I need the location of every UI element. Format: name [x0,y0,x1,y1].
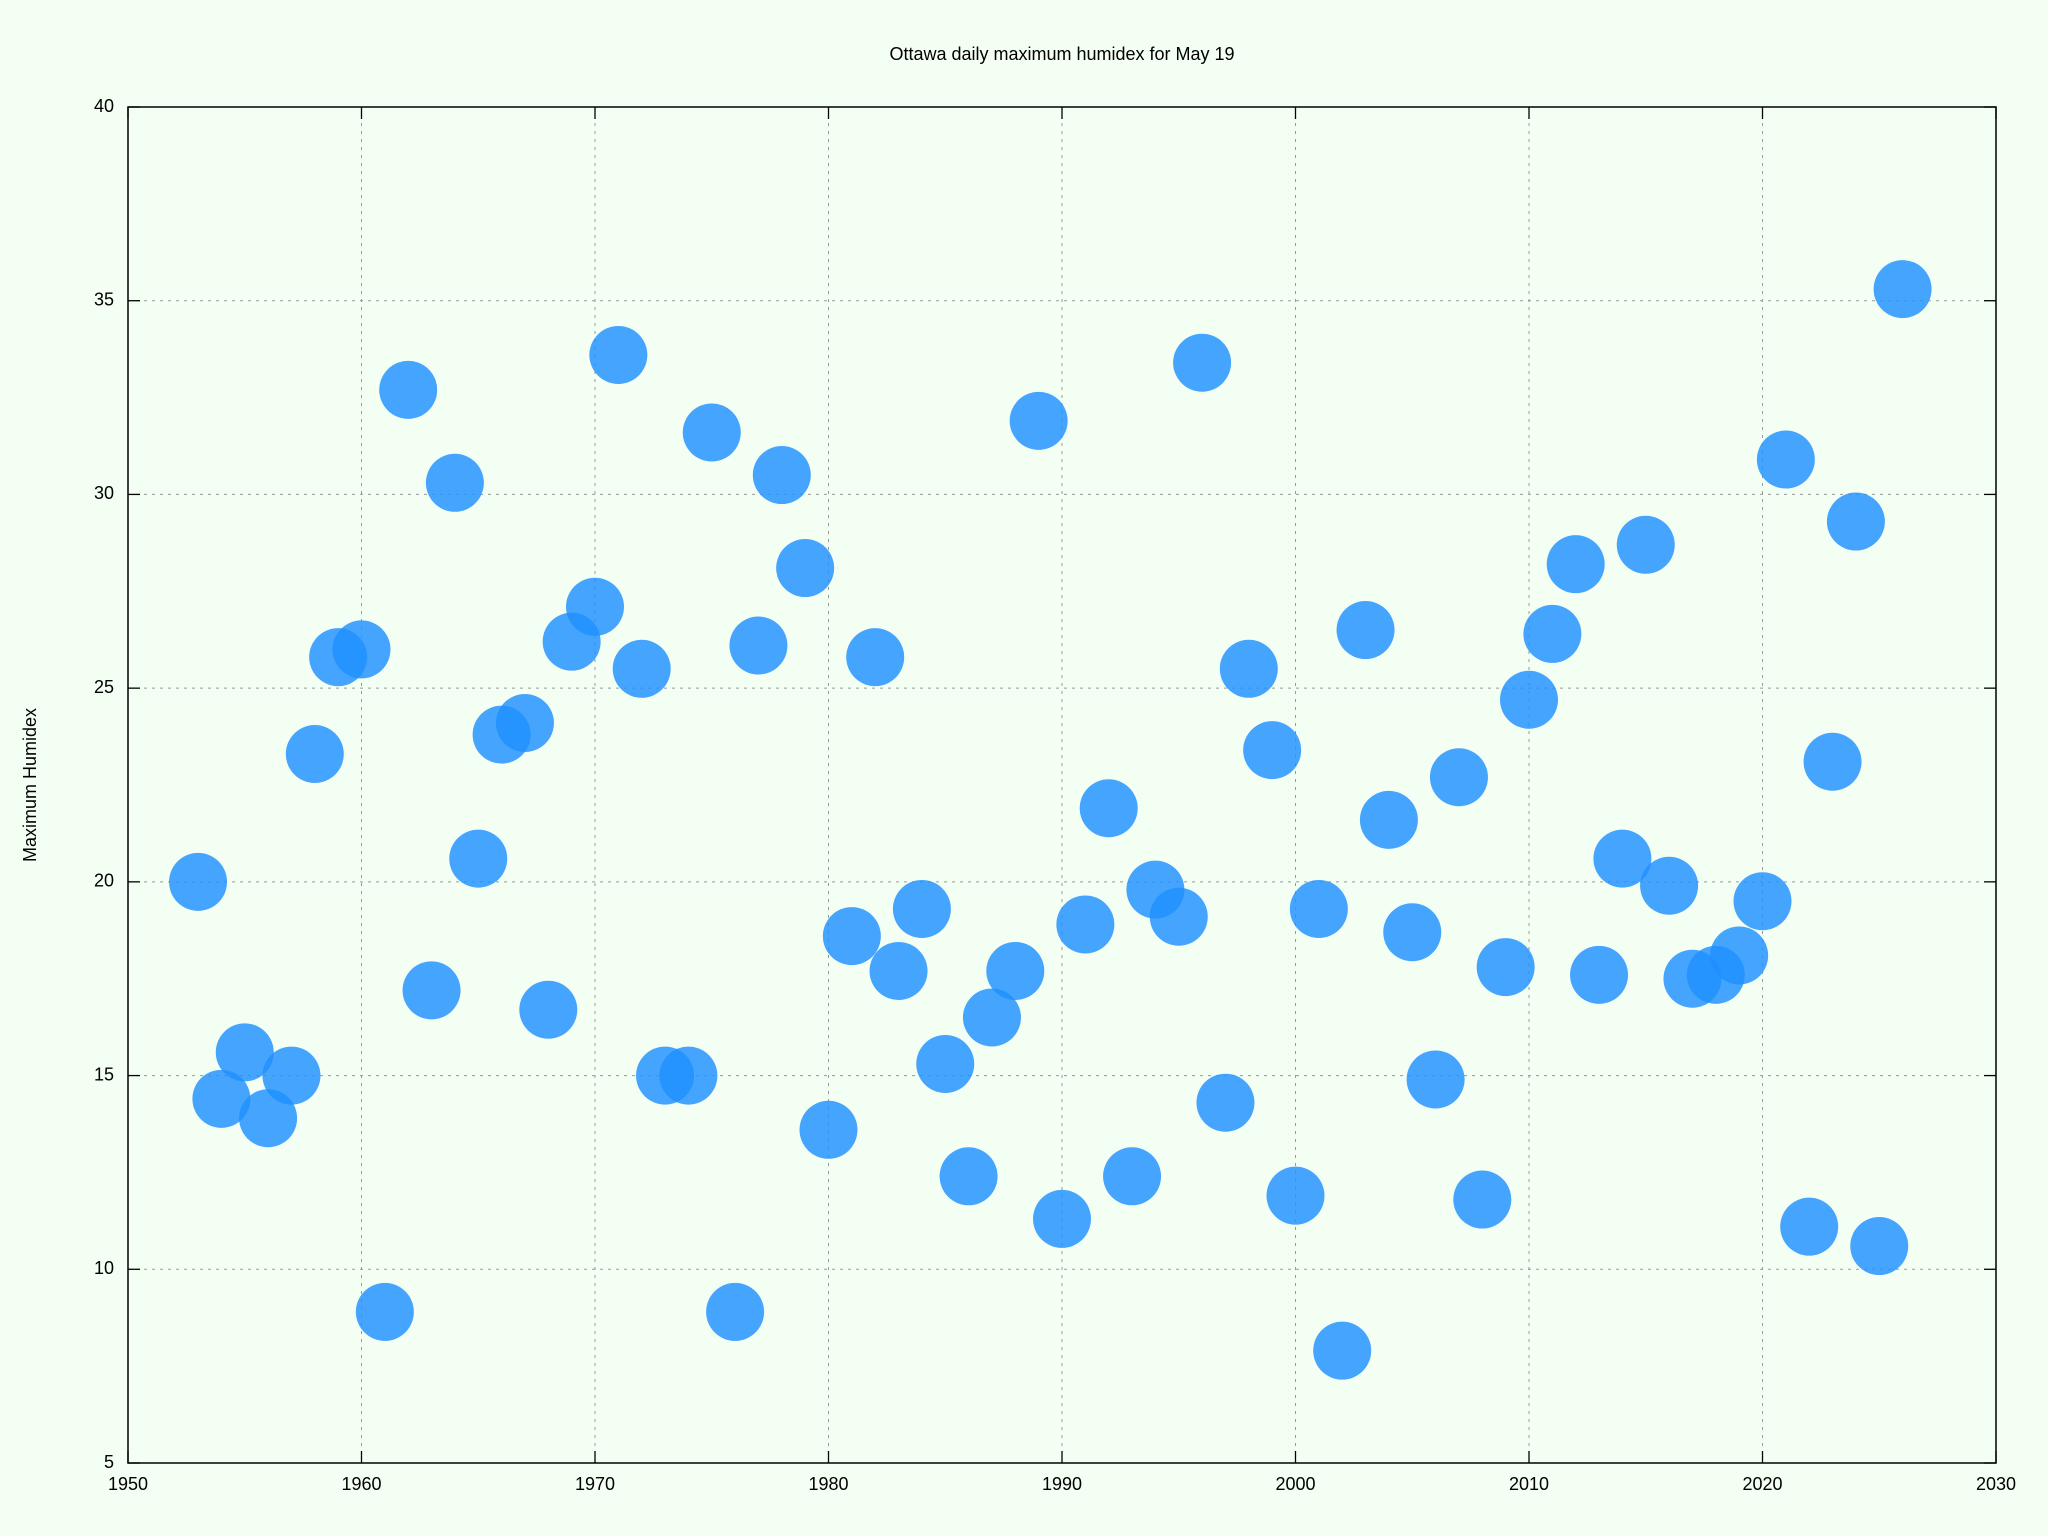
point [355,1282,414,1341]
point [1079,779,1138,838]
y-tick-label: 40 [94,96,114,116]
point [1453,1170,1512,1229]
point [916,1034,975,1093]
x-tick-label: 2010 [1509,1474,1549,1494]
point [566,577,624,636]
point [1289,879,1348,938]
point [1640,856,1699,915]
x-tick-label: 1970 [575,1474,615,1494]
point [192,1069,251,1128]
plot-frame [127,106,1997,1464]
x-tick-label: 1960 [341,1474,381,1494]
point [822,907,881,966]
y-tick-label: 15 [94,1064,114,1084]
point [1780,1197,1839,1256]
point [1383,903,1442,962]
point [215,1023,274,1082]
point [659,1046,718,1105]
point [1313,1321,1372,1380]
x-tick-label: 1980 [808,1474,848,1494]
point [1523,604,1582,663]
point [1103,1147,1162,1206]
point [1429,748,1488,807]
y-tick-label: 20 [94,871,114,891]
point [612,639,671,698]
point [682,403,741,462]
point [1033,1189,1091,1248]
point [1406,1050,1465,1109]
point [1826,492,1885,551]
y-tick-label: 35 [94,289,114,309]
chart-title: Ottawa daily maximum humidex for May 19 [889,44,1234,64]
point [1359,790,1418,849]
point [752,446,811,505]
point [776,539,835,598]
point [1336,601,1395,660]
point [799,1100,858,1159]
y-axis-label: Maximum Humidex [20,708,40,862]
point [1593,829,1652,888]
point [869,941,928,1000]
point [589,325,648,384]
point [846,628,905,687]
point [379,360,438,419]
point [495,694,554,753]
x-tick-label: 1950 [108,1474,148,1494]
point [425,453,484,512]
point [262,1046,321,1105]
point [1500,670,1558,729]
point [1756,430,1815,489]
x-tick-label: 2000 [1275,1474,1315,1494]
point [986,941,1045,1000]
point [1850,1217,1909,1276]
point [892,879,951,938]
point [449,829,508,888]
point [402,961,461,1020]
point [169,852,228,911]
point [285,725,344,784]
y-tick-label: 10 [94,1258,114,1278]
point [1616,515,1675,574]
point [939,1147,998,1206]
y-tick-label: 30 [94,483,114,503]
point [1243,721,1302,780]
point [1173,333,1232,392]
point [1219,639,1278,698]
point [1266,1166,1325,1225]
point [1710,926,1769,985]
point [962,988,1021,1047]
x-tick-label: 1990 [1042,1474,1082,1494]
point [1476,938,1535,997]
x-tick-label: 2020 [1742,1474,1782,1494]
point [1803,732,1862,791]
point [729,616,788,675]
y-tick-label: 5 [104,1452,114,1472]
x-tick-label: 2030 [1976,1474,2016,1494]
point [706,1282,765,1341]
point [1196,1073,1255,1132]
point [332,620,391,679]
point [519,980,578,1039]
point [1733,872,1792,931]
point [1546,535,1605,594]
point [1149,887,1208,946]
point [239,1089,298,1148]
point [1056,895,1115,954]
point [1873,260,1932,319]
y-tick-label: 25 [94,677,114,697]
point [1570,945,1629,1004]
point [1009,391,1068,450]
